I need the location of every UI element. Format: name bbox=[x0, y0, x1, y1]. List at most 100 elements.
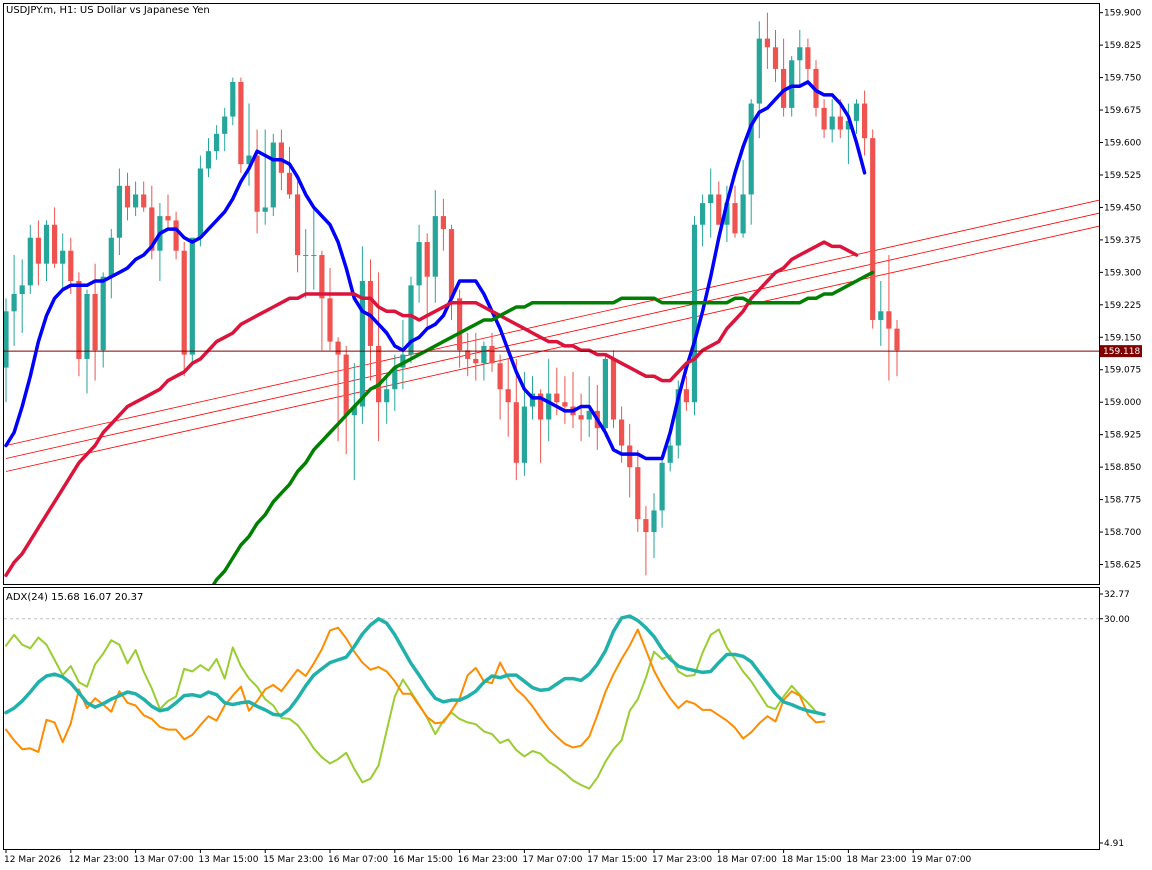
bear-candle-body bbox=[254, 155, 260, 212]
bear-candle-body bbox=[837, 116, 843, 130]
bear-candle-body bbox=[578, 415, 584, 420]
bear-candle-body bbox=[473, 358, 479, 364]
time-tick-label: 15 Mar 23:00 bbox=[263, 855, 323, 865]
bear-candle-body bbox=[489, 345, 495, 364]
trend-channel-lines[interactable] bbox=[5, 199, 1100, 472]
indicator-label: ADX(24) 15.68 16.07 20.37 bbox=[6, 592, 143, 603]
bull-candle-body bbox=[197, 168, 203, 238]
time-tick-label: 17 Mar 07:00 bbox=[522, 855, 582, 865]
bull-candle-body bbox=[359, 281, 365, 407]
bull-candle-body bbox=[432, 216, 438, 277]
bear-candle-body bbox=[327, 298, 333, 342]
bull-candle-body bbox=[667, 445, 673, 463]
trend-line[interactable] bbox=[5, 212, 1100, 459]
bull-candle-body bbox=[789, 60, 795, 108]
bull-candle-body bbox=[262, 207, 268, 212]
bull-candle-body bbox=[84, 294, 90, 359]
bull-candle-body bbox=[205, 151, 212, 169]
bull-candle-body bbox=[708, 194, 714, 204]
bear-candle-body bbox=[335, 341, 341, 355]
minus-di-line bbox=[5, 626, 826, 753]
price-tick-label: 158.925 bbox=[1104, 431, 1141, 441]
bull-candle-body bbox=[724, 203, 730, 225]
time-tick-label: 12 Mar 23:00 bbox=[69, 855, 129, 865]
bear-candle-body bbox=[505, 389, 511, 403]
bear-candle-body bbox=[343, 354, 349, 416]
bull-candle-body bbox=[311, 255, 317, 257]
bear-candle-body bbox=[554, 393, 560, 403]
time-tick-label: 16 Mar 15:00 bbox=[393, 855, 453, 865]
bear-candle-body bbox=[376, 345, 382, 403]
bear-candle-body bbox=[716, 194, 722, 225]
bull-candle-body bbox=[481, 345, 487, 364]
bull-candle-body bbox=[400, 354, 406, 368]
price-tick-label: 159.450 bbox=[1104, 203, 1141, 213]
bear-candle-body bbox=[52, 224, 58, 264]
bull-candle-body bbox=[11, 294, 17, 312]
bull-candle-body bbox=[408, 285, 414, 355]
bull-candle-body bbox=[845, 120, 851, 130]
bear-candle-body bbox=[319, 255, 325, 299]
bear-candle-body bbox=[141, 194, 147, 208]
bear-candle-body bbox=[764, 38, 770, 48]
bull-candle-body bbox=[829, 116, 835, 130]
indicator-pane-frame bbox=[3, 587, 1100, 850]
bull-candle-body bbox=[651, 510, 657, 533]
time-tick-label: 16 Mar 23:00 bbox=[458, 855, 518, 865]
bull-candle-body bbox=[416, 242, 422, 286]
bull-candle-body bbox=[303, 255, 309, 257]
bull-candle-body bbox=[740, 194, 746, 234]
mid-ma-line bbox=[4, 240, 859, 578]
bull-candle-body bbox=[586, 410, 592, 420]
bull-candle-body bbox=[270, 142, 276, 208]
bear-candle-body bbox=[295, 194, 301, 256]
bull-candle-body bbox=[222, 116, 228, 134]
time-axis: 12 Mar 2026 12 Mar 23:00 13 Mar 07:00 13 Ma… bbox=[4, 849, 972, 865]
bear-candle-body bbox=[683, 389, 689, 403]
bear-candle-body bbox=[124, 185, 131, 208]
bull-candle-body bbox=[4, 311, 9, 368]
bull-candle-body bbox=[602, 358, 608, 429]
bull-candle-body bbox=[529, 393, 536, 407]
bull-candle-body bbox=[700, 203, 706, 225]
bull-candle-body bbox=[878, 311, 884, 320]
trend-line[interactable] bbox=[5, 225, 1100, 472]
bear-candle-body bbox=[870, 138, 876, 320]
bear-candle-body bbox=[465, 350, 471, 359]
bull-candle-body bbox=[133, 194, 139, 208]
candles bbox=[4, 12, 900, 576]
price-tick-label: 158.625 bbox=[1104, 561, 1141, 571]
trend-line[interactable] bbox=[5, 199, 1100, 446]
bear-candle-body bbox=[238, 81, 244, 165]
price-tick-label: 159.225 bbox=[1104, 301, 1141, 311]
bear-candle-body bbox=[440, 216, 446, 230]
bull-candle-body bbox=[108, 237, 114, 277]
bear-candle-body bbox=[457, 298, 463, 351]
time-tick-label: 17 Mar 23:00 bbox=[652, 855, 712, 865]
time-tick-label: 17 Mar 15:00 bbox=[587, 855, 647, 865]
bull-candle-body bbox=[748, 103, 754, 195]
adx-tick-label: 32.77 bbox=[1104, 590, 1130, 600]
bear-candle-body bbox=[772, 47, 779, 69]
bull-candle-body bbox=[691, 224, 698, 403]
price-tick-label: 158.850 bbox=[1104, 463, 1141, 473]
time-tick-label: 18 Mar 15:00 bbox=[782, 855, 842, 865]
price-tick-label: 159.525 bbox=[1104, 171, 1141, 181]
bear-candle-body bbox=[732, 203, 738, 234]
bear-candle-body bbox=[35, 237, 41, 264]
bear-candle-body bbox=[781, 68, 787, 108]
fast-ma-line bbox=[4, 80, 867, 461]
time-tick-label: 18 Mar 23:00 bbox=[846, 855, 906, 865]
bear-candle-body bbox=[76, 281, 82, 359]
time-tick-label: 13 Mar 15:00 bbox=[198, 855, 258, 865]
bear-candle-body bbox=[886, 311, 892, 329]
bear-candle-body bbox=[821, 107, 827, 130]
price-tick-label: 158.700 bbox=[1104, 528, 1141, 538]
bull-candle-body bbox=[230, 81, 236, 117]
time-tick-label: 18 Mar 07:00 bbox=[717, 855, 777, 865]
bear-candle-body bbox=[562, 402, 568, 407]
bear-candle-body bbox=[894, 328, 900, 351]
bull-candle-body bbox=[100, 276, 106, 351]
current-price-tag: 159.118 bbox=[1100, 345, 1142, 358]
